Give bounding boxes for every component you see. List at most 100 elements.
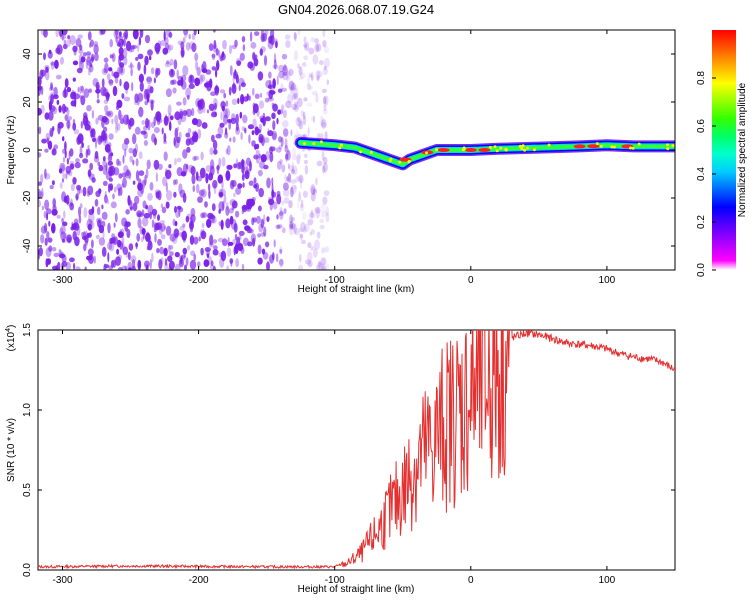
noise-blob: [127, 195, 131, 206]
noise-blob: [193, 236, 199, 245]
noise-blob: [289, 85, 294, 94]
noise-blob: [101, 117, 105, 128]
noise-blob: [91, 109, 95, 119]
noise-blob: [283, 208, 287, 215]
noise-blob: [154, 189, 161, 197]
signal-speck: [302, 142, 306, 146]
noise-blob: [88, 254, 94, 265]
noise-blob: [307, 126, 310, 137]
noise-blob: [86, 190, 90, 197]
noise-blob: [252, 87, 255, 96]
noise-blob: [295, 176, 300, 183]
noise-blob: [230, 117, 237, 125]
noise-blob: [40, 69, 46, 77]
noise-blob: [260, 218, 265, 229]
noise-blob: [193, 155, 199, 161]
noise-blob: [121, 183, 125, 188]
noise-blob: [236, 162, 242, 170]
noise-blob: [64, 149, 67, 159]
signal-peak: [437, 148, 450, 152]
noise-blob: [235, 187, 242, 195]
noise-blob: [146, 159, 151, 170]
y-multiplier-base: (x10: [6, 331, 17, 351]
noise-blob: [129, 155, 134, 163]
noise-blob: [70, 91, 76, 100]
noise-blob: [51, 208, 58, 216]
noise-blob: [94, 150, 99, 160]
noise-blob: [80, 56, 86, 63]
noise-blob: [58, 105, 62, 113]
noise-blob: [88, 232, 92, 238]
noise-blob: [192, 156, 197, 162]
noise-blob: [88, 212, 95, 223]
noise-blob: [96, 84, 100, 91]
noise-blob: [91, 177, 96, 183]
noise-blob: [289, 223, 294, 229]
noise-blob: [325, 212, 330, 223]
noise-blob: [231, 98, 238, 106]
noise-blob: [311, 90, 318, 96]
noise-blob: [291, 168, 295, 175]
noise-blob: [262, 112, 266, 119]
noise-blob: [272, 78, 276, 89]
noise-blob: [315, 93, 319, 103]
noise-blob: [326, 79, 330, 86]
noise-blob: [185, 257, 189, 266]
noise-blob: [155, 172, 158, 183]
noise-blob: [320, 209, 327, 218]
noise-blob: [107, 154, 113, 162]
noise-blob: [160, 257, 164, 265]
noise-blob: [151, 252, 154, 263]
signal-speck: [338, 146, 342, 150]
noise-blob: [172, 218, 176, 226]
noise-blob: [276, 194, 282, 205]
noise-blob: [146, 76, 152, 85]
noise-blob: [154, 42, 161, 53]
noise-blob: [259, 48, 263, 56]
noise-blob: [101, 67, 108, 75]
noise-blob: [240, 94, 245, 105]
noise-blob: [218, 191, 224, 198]
noise-blob: [285, 152, 289, 162]
noise-blob: [149, 86, 154, 94]
signal-track: [294, 136, 675, 171]
noise-blob: [228, 86, 232, 96]
noise-blob: [246, 93, 249, 101]
noise-blob: [83, 207, 88, 219]
noise-blob: [107, 252, 110, 263]
noise-blob: [137, 61, 141, 71]
noise-blob: [46, 208, 52, 215]
noise-blob: [105, 92, 110, 100]
noise-blob: [190, 166, 196, 176]
noise-blob: [314, 38, 319, 44]
bottom-y-axis-label: SNR (10 * v/v): [6, 418, 17, 482]
noise-blob: [130, 67, 133, 77]
noise-blob: [97, 161, 101, 167]
noise-blob: [163, 115, 169, 126]
noise-blob: [292, 165, 298, 175]
signal-speck: [504, 148, 508, 152]
noise-blob: [157, 238, 162, 246]
noise-blob: [107, 160, 114, 166]
noise-blob: [78, 215, 82, 224]
noise-blob: [112, 236, 119, 246]
noise-blob: [76, 184, 82, 191]
noise-blob: [168, 164, 172, 169]
noise-blob: [194, 52, 199, 62]
noise-blob: [216, 164, 220, 175]
noise-blob: [153, 127, 160, 134]
noise-blob: [153, 159, 160, 170]
noise-blob: [132, 180, 136, 185]
noise-blob: [128, 119, 132, 130]
noise-blob: [96, 217, 103, 223]
noise-blob: [200, 212, 206, 219]
noise-blob: [279, 159, 283, 165]
noise-blob: [223, 194, 227, 204]
noise-blob: [85, 120, 90, 126]
top-x-tick-label: -200: [189, 275, 209, 286]
noise-blob: [132, 202, 138, 212]
noise-blob: [319, 224, 325, 230]
noise-blob: [82, 158, 89, 164]
noise-blob: [298, 120, 304, 130]
signal-speck: [612, 145, 616, 149]
